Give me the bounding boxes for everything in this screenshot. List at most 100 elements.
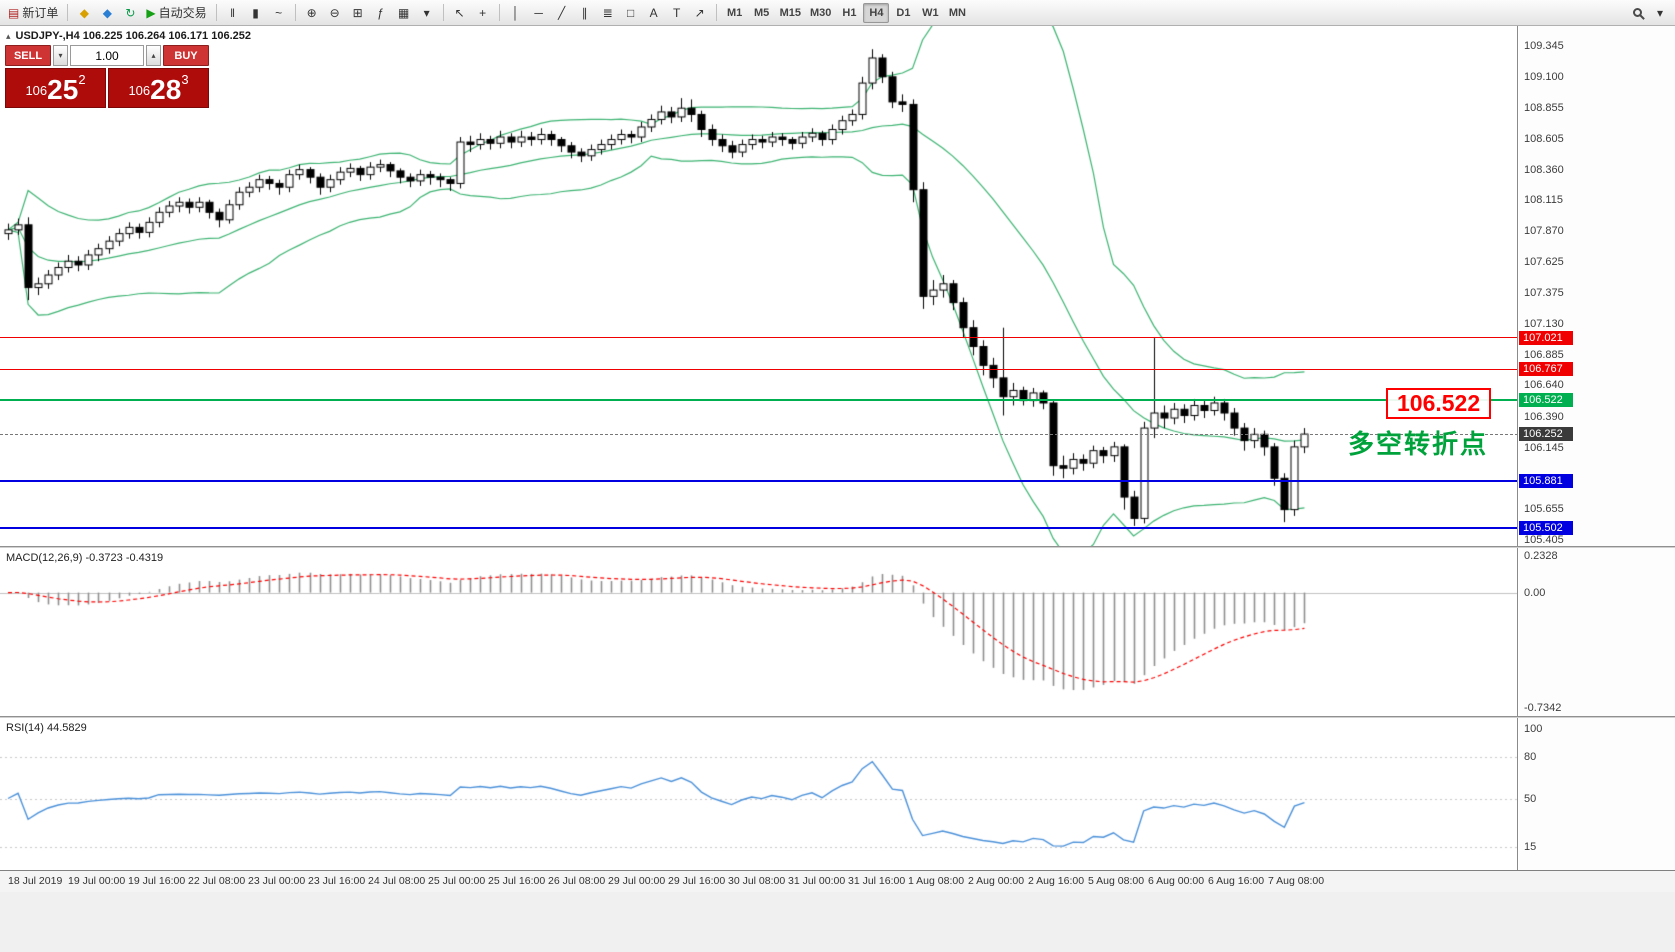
current-price-line xyxy=(0,434,1517,436)
refresh-icon-button[interactable]: ↻ xyxy=(119,3,141,23)
accounts-icon-button[interactable]: ◆ xyxy=(96,3,118,23)
autotrading-button[interactable]: ▶ 自动交易 xyxy=(142,3,210,23)
candlestick-canvas[interactable] xyxy=(0,26,1517,546)
zoom-out-icon: ⊖ xyxy=(329,5,340,20)
history-center-icon-button[interactable]: ◆ xyxy=(73,3,95,23)
text-label-icon: T xyxy=(672,5,681,20)
text-button[interactable]: A xyxy=(643,3,665,23)
volume-increase-button[interactable]: ▴ xyxy=(146,45,161,66)
cursor-icon: ↖ xyxy=(454,5,465,20)
collapse-panel-icon[interactable]: ▴ xyxy=(6,30,11,41)
rsi-axis-tick: 80 xyxy=(1524,750,1537,763)
arrow-objects-button[interactable]: ↗ xyxy=(689,3,711,23)
price-axis-tick: 108.605 xyxy=(1524,132,1564,145)
price-level-line[interactable] xyxy=(0,527,1517,530)
timeframe-m30-button[interactable]: M30 xyxy=(806,3,835,23)
price-level-line[interactable] xyxy=(0,368,1517,370)
bars-mode-button[interactable]: ǁ xyxy=(222,3,244,23)
time-axis-label: 6 Aug 00:00 xyxy=(1148,875,1205,887)
sell-price-box[interactable]: 106 25 2 xyxy=(5,68,106,108)
timeframe-h1-button[interactable]: H1 xyxy=(836,3,862,23)
volume-decrease-button[interactable]: ▾ xyxy=(53,45,68,66)
price-callout-box[interactable]: 106.522 xyxy=(1386,388,1492,419)
time-axis-label: 24 Jul 08:00 xyxy=(368,875,426,887)
time-axis[interactable]: 18 Jul 2019 19 Jul 00:00 19 Jul 16:00 22 Ju… xyxy=(0,870,1675,892)
history-center-icon-icon: ◆ xyxy=(79,5,89,20)
toolbar-separator xyxy=(215,4,217,21)
new-order-button[interactable]: ▤ 新订单 xyxy=(4,3,62,23)
toolbar-separator xyxy=(715,4,717,21)
time-axis-label: 2 Aug 00:00 xyxy=(968,875,1025,887)
zoom-out-button[interactable]: ⊖ xyxy=(324,3,346,23)
fibonacci-button[interactable]: ≣ xyxy=(597,3,619,23)
price-level-line[interactable] xyxy=(0,479,1517,482)
timeframe-mn-button[interactable]: MN xyxy=(944,3,970,23)
time-axis-label: 22 Jul 08:00 xyxy=(188,875,246,887)
timeframe-m1-button[interactable]: M1 xyxy=(722,3,748,23)
timeframe-w1-button[interactable]: W1 xyxy=(917,3,943,23)
tile-windows-button[interactable]: ▦ xyxy=(393,3,415,23)
timeframe-m15-button[interactable]: M15 xyxy=(776,3,805,23)
macd-axis[interactable]: 0.2328 0.00 -0.7342 xyxy=(1519,548,1675,716)
panel-separator[interactable] xyxy=(0,546,1675,548)
candles-mode-button[interactable]: ▮ xyxy=(245,3,267,23)
vertical-line-button[interactable]: │ xyxy=(505,3,527,23)
price-chart-area[interactable]: ▴ USDJPY-,H4 106.225 106.264 106.171 106… xyxy=(0,26,1518,546)
timeframe-d1-button[interactable]: D1 xyxy=(890,3,916,23)
toolbar-overflow-button[interactable]: ▾ xyxy=(1649,3,1671,23)
timeframe-m5-button[interactable]: M5 xyxy=(749,3,775,23)
sell-button[interactable]: SELL xyxy=(5,45,51,66)
macd-axis-tick: -0.7342 xyxy=(1524,702,1562,714)
rsi-axis[interactable]: 100 80 50 15 xyxy=(1519,718,1675,870)
price-level-line[interactable] xyxy=(0,399,1517,402)
buy-price-pips: 28 xyxy=(150,74,182,105)
price-axis-tick: 105.655 xyxy=(1524,502,1564,515)
trendline-icon: ╱ xyxy=(557,5,566,20)
search-button[interactable] xyxy=(1626,3,1648,23)
horizontal-line-button[interactable]: ─ xyxy=(528,3,550,23)
buy-price-box[interactable]: 106 28 3 xyxy=(108,68,209,108)
grid-icon: ⊞ xyxy=(352,5,363,20)
panel-separator[interactable] xyxy=(0,716,1675,718)
annotation-text[interactable]: 多空转折点 xyxy=(1348,429,1489,459)
buy-price-point: 3 xyxy=(181,72,189,87)
main-toolbar: ▤ 新订单 ◆ ◆ ↻ ▶ 自动交易 ǁ ▮ ~ ⊕ ⊖ ⊞ ƒ ▦ ▾ ↖ + │ ─ ╱ ∥ ≣ □ A T ↗ M1 M5 M15… xyxy=(0,0,1675,26)
zoom-in-icon: ⊕ xyxy=(306,5,317,20)
indicators-icon: ƒ xyxy=(377,5,384,20)
sell-price-base: 106 xyxy=(25,82,48,98)
crosshair-button[interactable]: + xyxy=(472,3,494,23)
symbol-ohlc-text: USDJPY-,H4 106.225 106.264 106.171 106.2… xyxy=(15,30,251,42)
price-level-axis-label: 105.881 xyxy=(1519,473,1573,488)
time-axis-label: 31 Jul 16:00 xyxy=(848,875,906,887)
time-axis-label: 2 Aug 16:00 xyxy=(1028,875,1085,887)
zoom-in-button[interactable]: ⊕ xyxy=(301,3,323,23)
price-axis[interactable]: 109.345 109.100 108.855 108.605 108.360 108.1… xyxy=(1519,26,1675,546)
price-level-line[interactable] xyxy=(0,337,1517,339)
rsi-panel[interactable]: RSI(14) 44.5829 xyxy=(0,718,1518,870)
new-order-button-label: 新订单 xyxy=(22,6,59,20)
bottom-filler xyxy=(0,892,1675,952)
text-icon: A xyxy=(649,5,658,20)
macd-axis-tick: 0.00 xyxy=(1524,586,1546,599)
cursor-button[interactable]: ↖ xyxy=(449,3,471,23)
text-label-button[interactable]: T xyxy=(666,3,688,23)
macd-axis-tick: 0.2328 xyxy=(1524,550,1558,562)
sell-price-point: 2 xyxy=(78,72,86,87)
candles-mode-icon: ▮ xyxy=(252,5,259,20)
grid-button[interactable]: ⊞ xyxy=(347,3,369,23)
time-axis-label: 23 Jul 00:00 xyxy=(248,875,306,887)
time-axis-label: 26 Jul 08:00 xyxy=(548,875,606,887)
indicators-button[interactable]: ƒ xyxy=(370,3,392,23)
shapes-button[interactable]: □ xyxy=(620,3,642,23)
timeframe-h4-button[interactable]: H4 xyxy=(863,2,890,23)
line-mode-button[interactable]: ~ xyxy=(268,3,290,23)
crosshair-icon: + xyxy=(479,5,487,20)
buy-button[interactable]: BUY xyxy=(163,45,209,66)
indicators-caret-button[interactable]: ▾ xyxy=(416,3,438,23)
trendline-button[interactable]: ╱ xyxy=(551,3,573,23)
equidistant-channel-button[interactable]: ∥ xyxy=(574,3,596,23)
price-level-axis-label: 106.522 xyxy=(1519,393,1573,408)
macd-panel[interactable]: MACD(12,26,9) -0.3723 -0.4319 xyxy=(0,548,1518,716)
macd-label: MACD(12,26,9) -0.3723 -0.4319 xyxy=(6,552,164,564)
volume-input[interactable] xyxy=(70,45,144,66)
